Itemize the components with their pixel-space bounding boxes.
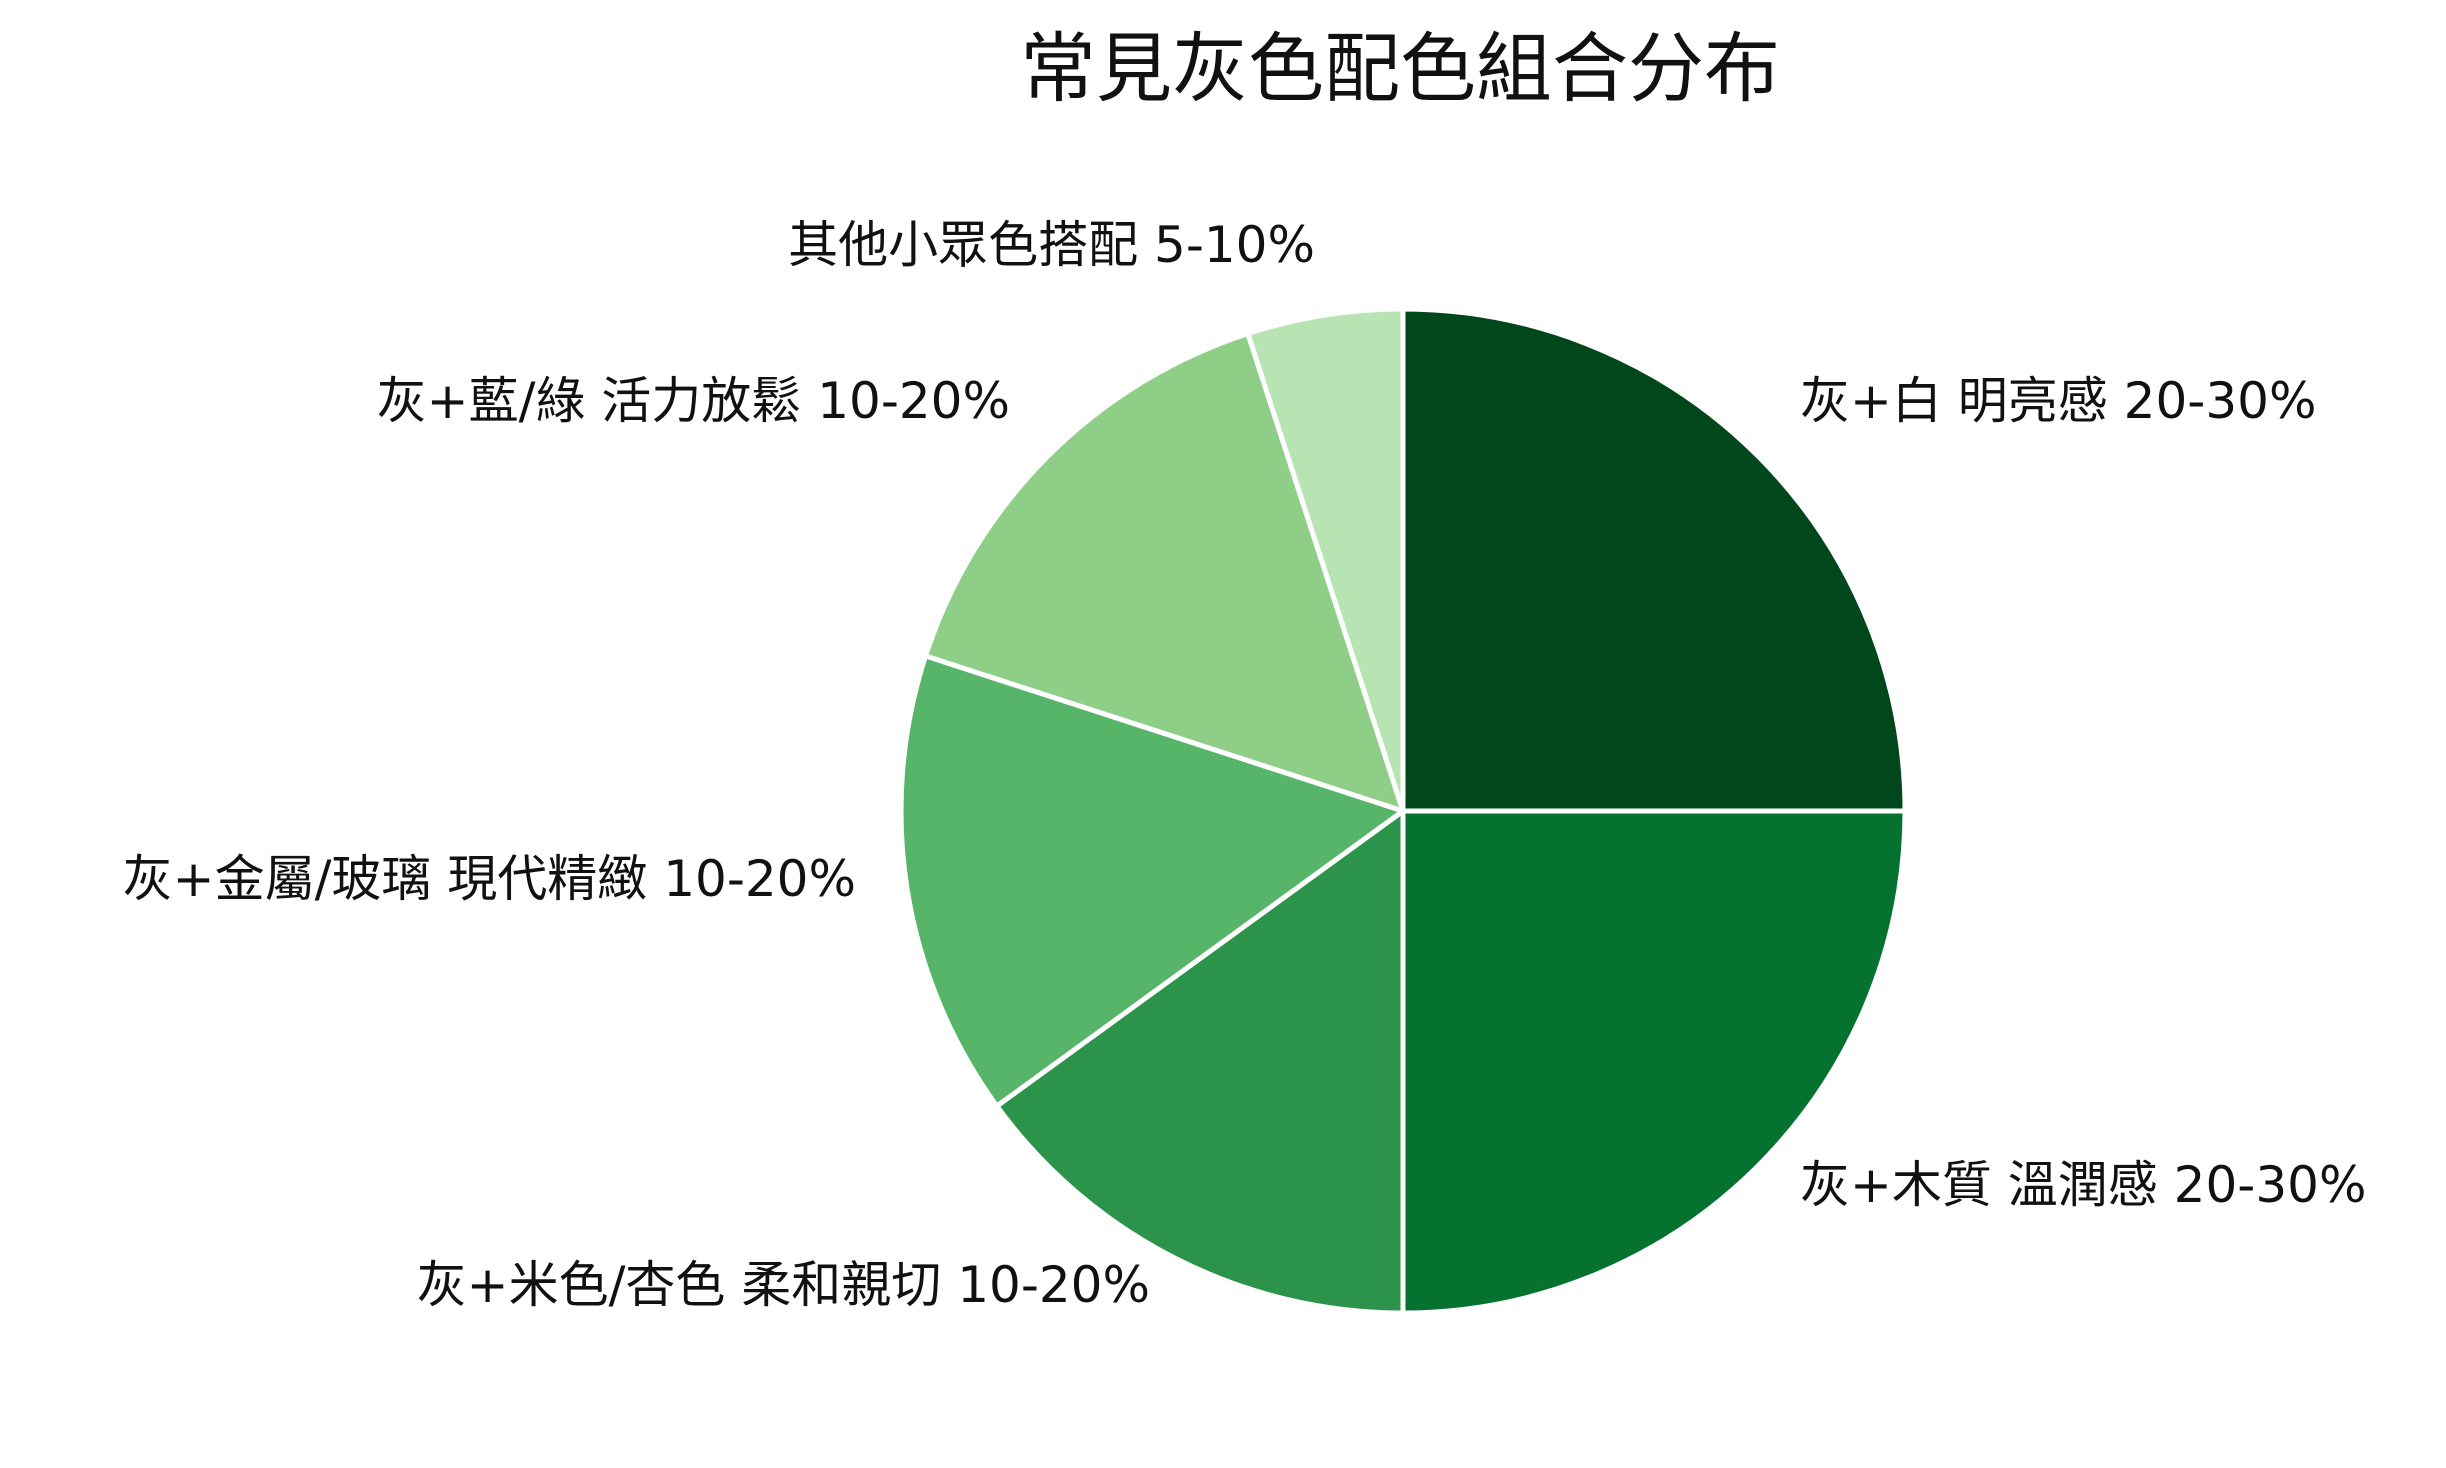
slice-label-5: 灰+藍/綠 活力放鬆 10-20% (377, 372, 1010, 430)
slice-label-3: 灰+米色/杏色 柔和親切 10-20% (417, 1256, 1150, 1314)
pie-slices (898, 306, 1908, 1316)
pie-slice-1 (1400, 306, 1908, 814)
slice-label-6: 其他小眾色搭配 5-10% (788, 216, 1315, 274)
slice-labels: 灰+白 明亮感 20-30% 灰+木質 溫潤感 20-30% 灰+米色/杏色 柔和親… (123, 216, 2367, 1314)
pie-slice-2 (1400, 808, 1908, 1316)
pie-slice-5 (923, 331, 1406, 814)
pie-slice-3 (994, 808, 1406, 1316)
slice-label-1: 灰+白 明亮感 20-30% (1800, 372, 2316, 430)
slice-label-2: 灰+木質 溫潤感 20-30% (1800, 1156, 2366, 1214)
pie-slice-4 (898, 653, 1406, 1109)
pie-slice-6 (1245, 306, 1406, 814)
chart-title: 常見灰色配色組合分布 (1020, 24, 1780, 113)
slice-label-4: 灰+金屬/玻璃 現代精緻 10-20% (123, 850, 856, 908)
